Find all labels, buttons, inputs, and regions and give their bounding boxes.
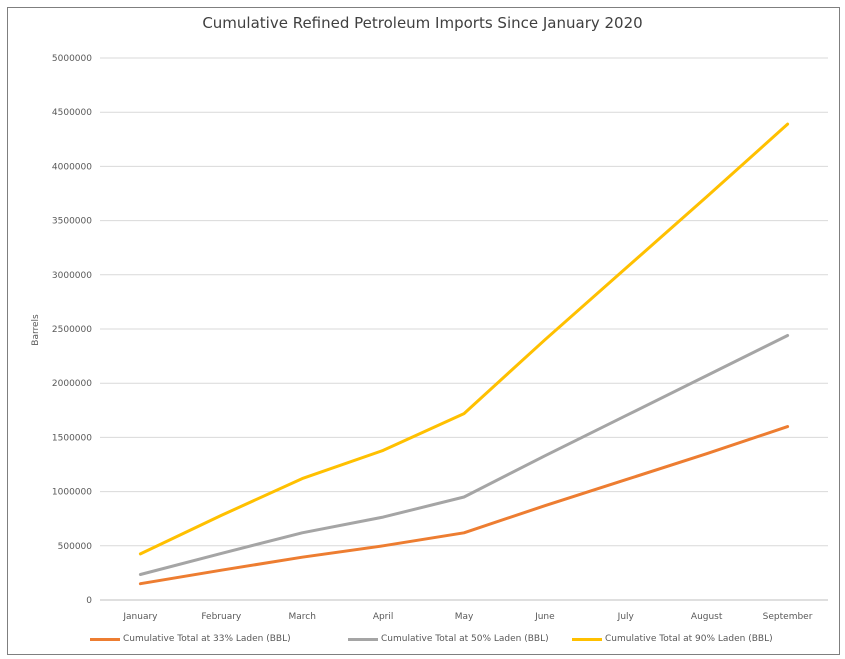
y-tick-label: 3500000 <box>52 217 92 227</box>
y-tick-label: 5000000 <box>52 54 92 64</box>
series-line-3 <box>138 122 790 556</box>
x-tick-label: June <box>534 612 555 622</box>
y-tick-label: 0 <box>86 596 92 606</box>
y-tick-label: 500000 <box>58 542 93 552</box>
legend-item: Cumulative Total at 50% Laden (BBL) <box>348 634 549 644</box>
legend-swatch <box>348 637 378 641</box>
y-tick-label: 2000000 <box>52 379 92 389</box>
legend-item: Cumulative Total at 90% Laden (BBL) <box>572 634 773 644</box>
x-axis-ticks: January February March April May June July Augu… <box>122 612 812 622</box>
y-tick-label: 4000000 <box>52 162 92 172</box>
y-tick-label: 1000000 <box>52 488 92 498</box>
series-lines <box>138 122 790 586</box>
legend: Cumulative Total at 33% Laden (BBL) Cumul… <box>0 628 845 650</box>
x-tick-label: August <box>691 612 723 622</box>
series-line-2 <box>138 334 790 576</box>
x-tick-label: September <box>763 612 813 622</box>
legend-item: Cumulative Total at 33% Laden (BBL) <box>90 634 291 644</box>
y-tick-label: 4500000 <box>52 108 92 118</box>
chart-title: Cumulative Refined Petroleum Imports Sin… <box>202 14 643 32</box>
x-tick-label: February <box>201 612 242 622</box>
x-tick-label: April <box>373 612 394 622</box>
y-axis-ticks: 0 500000 1000000 1500000 2000000 2500000 30000… <box>52 54 92 606</box>
chart-frame <box>7 7 840 655</box>
legend-label: Cumulative Total at 33% Laden (BBL) <box>123 634 291 644</box>
x-tick-label: March <box>289 612 316 622</box>
legend-swatch <box>572 637 602 641</box>
legend-label: Cumulative Total at 90% Laden (BBL) <box>605 634 773 644</box>
x-tick-label: January <box>122 612 158 622</box>
x-tick-label: May <box>455 612 474 622</box>
y-tick-label: 1500000 <box>52 433 92 443</box>
y-tick-label: 3000000 <box>52 271 92 281</box>
legend-label: Cumulative Total at 50% Laden (BBL) <box>381 634 549 644</box>
x-tick-label: July <box>617 612 635 622</box>
y-tick-label: 2500000 <box>52 325 92 335</box>
series-line-1 <box>138 425 790 586</box>
y-axis-title: Barrels <box>31 314 41 346</box>
gridlines <box>100 57 828 601</box>
legend-swatch <box>90 637 120 641</box>
